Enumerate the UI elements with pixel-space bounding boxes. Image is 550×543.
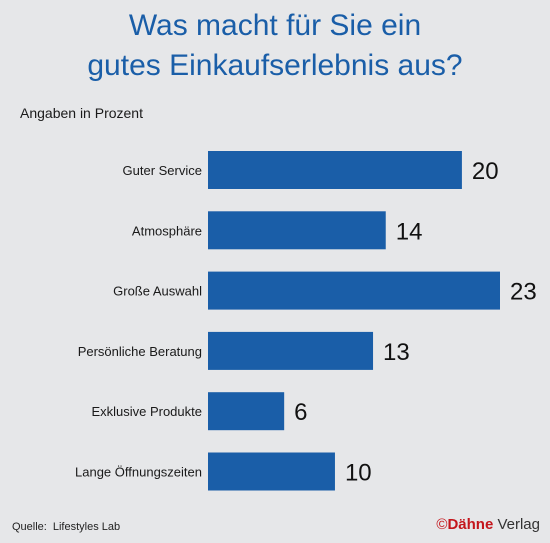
publisher-name: Dähne [447, 516, 494, 533]
chart-subtitle: Angaben in Prozent [20, 105, 143, 121]
bar [208, 392, 285, 431]
bar [208, 271, 500, 310]
chart-title: Was macht für Sie ein gutes Einkaufserle… [0, 6, 550, 86]
category-label: Guter Service [123, 163, 202, 178]
bar [208, 452, 335, 491]
title-line-1: Was macht für Sie ein [128, 9, 422, 42]
category-label: Lange Öffnungszeiten [75, 465, 202, 480]
value-label: 14 [396, 218, 423, 245]
value-label: 13 [383, 339, 410, 366]
value-label: 6 [294, 399, 307, 426]
source-prefix: Quelle: [12, 521, 47, 533]
value-label: 10 [345, 460, 372, 487]
category-label: Große Auswahl [113, 284, 202, 299]
category-label: Exklusive Produkte [91, 404, 202, 419]
category-label: Atmosphäre [132, 223, 202, 238]
bar [208, 331, 374, 370]
value-label: 23 [510, 279, 537, 306]
category-label: Persönliche Beratung [78, 344, 202, 359]
publisher-logo: ©Dähne Verlag [436, 516, 540, 533]
title-line-2: gutes Einkaufserlebnis aus? [87, 49, 463, 82]
copyright-symbol: © [436, 516, 448, 533]
bar [208, 151, 462, 189]
value-label: 20 [472, 158, 499, 185]
publisher-suffix: Verlag [497, 516, 540, 533]
source-note: Quelle: Lifestyles Lab [12, 521, 120, 533]
bar [208, 211, 386, 250]
source-name: Lifestyles Lab [52, 521, 121, 533]
